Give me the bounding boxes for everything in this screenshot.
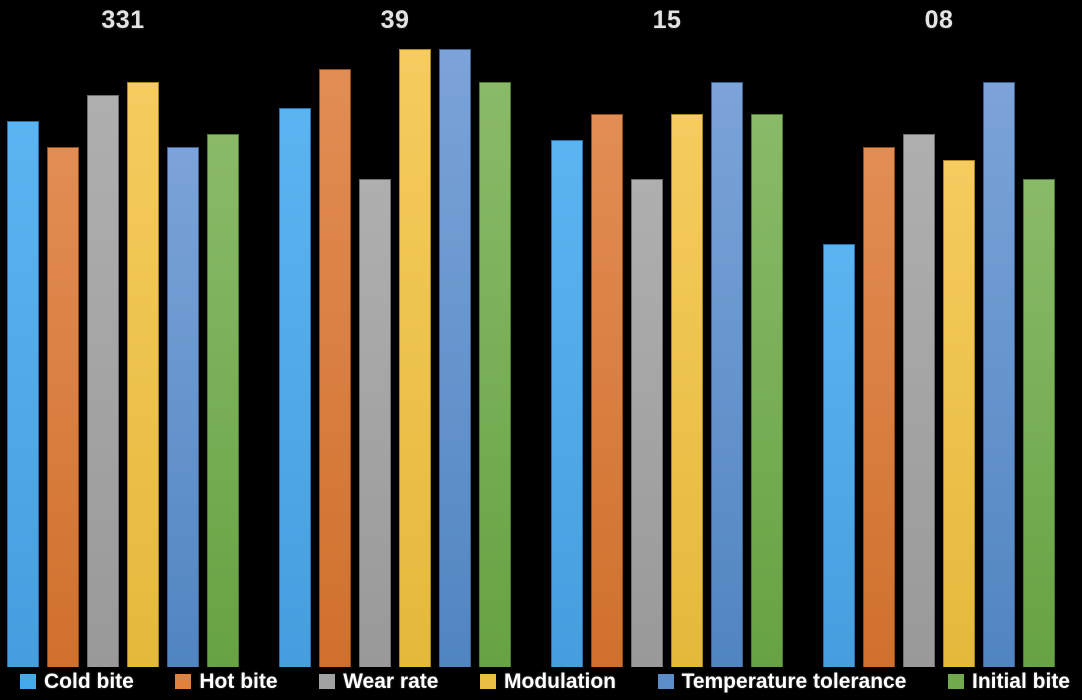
legend-label-temperature-tolerance: Temperature tolerance <box>681 669 907 693</box>
bar-hot-bite-331 <box>47 147 79 667</box>
bar-initial-bite-08 <box>1023 179 1055 667</box>
legend-label-initial-bite: Initial bite <box>971 669 1070 693</box>
bar-temperature-tolerance-08 <box>983 82 1015 667</box>
bar-initial-bite-39 <box>479 82 511 667</box>
bar-temperature-tolerance-39 <box>439 49 471 667</box>
bar-modulation-15 <box>671 114 703 667</box>
bar-initial-bite-331 <box>207 134 239 667</box>
bar-modulation-39 <box>399 49 431 667</box>
bar-group-15 <box>551 82 783 667</box>
bar-hot-bite-15 <box>591 114 623 667</box>
legend-item-modulation: Modulation <box>480 670 616 694</box>
bar-cold-bite-15 <box>551 140 583 667</box>
bar-wear-rate-39 <box>359 179 391 667</box>
bar-group-39 <box>279 49 511 667</box>
legend-item-wear-rate: Wear rate <box>319 670 438 694</box>
legend-label-cold-bite: Cold bite <box>44 669 134 693</box>
bar-wear-rate-08 <box>903 134 935 667</box>
category-label-39: 39 <box>380 6 410 34</box>
bar-modulation-08 <box>943 160 975 667</box>
legend-label-wear-rate: Wear rate <box>343 669 439 693</box>
bar-temperature-tolerance-331 <box>167 147 199 667</box>
bar-wear-rate-15 <box>631 179 663 667</box>
legend-label-modulation: Modulation <box>504 669 616 693</box>
legend-swatch-wear-rate <box>319 674 336 689</box>
bar-hot-bite-08 <box>863 147 895 667</box>
category-label-331: 331 <box>101 6 145 34</box>
bar-group-08 <box>823 82 1055 667</box>
bar-initial-bite-15 <box>751 114 783 667</box>
legend-swatch-temperature-tolerance <box>657 674 674 689</box>
legend-label-hot-bite: Hot bite <box>199 669 278 693</box>
bar-cold-bite-08 <box>823 244 855 667</box>
legend-item-initial-bite: Initial bite <box>947 669 1070 694</box>
bar-cold-bite-331 <box>7 121 39 667</box>
legend-swatch-initial-bite <box>947 674 964 689</box>
legend-item-temperature-tolerance: Temperature tolerance <box>657 669 907 694</box>
category-label-08: 08 <box>924 6 954 34</box>
bar-temperature-tolerance-15 <box>711 82 743 667</box>
bar-hot-bite-39 <box>319 69 351 667</box>
bar-modulation-331 <box>127 82 159 667</box>
legend-item-hot-bite: Hot bite <box>175 669 278 694</box>
bar-group-331 <box>7 82 239 667</box>
legend-swatch-cold-bite <box>20 674 36 689</box>
legend-swatch-hot-bite <box>175 674 192 689</box>
legend: Cold bite Hot bite Wear rate Modulation Temp… <box>0 665 1082 700</box>
bar-cold-bite-39 <box>279 108 311 667</box>
category-label-15: 15 <box>652 6 682 34</box>
legend-swatch-modulation <box>480 674 497 689</box>
bar-wear-rate-331 <box>87 95 119 667</box>
legend-item-cold-bite: Cold bite <box>20 670 134 694</box>
